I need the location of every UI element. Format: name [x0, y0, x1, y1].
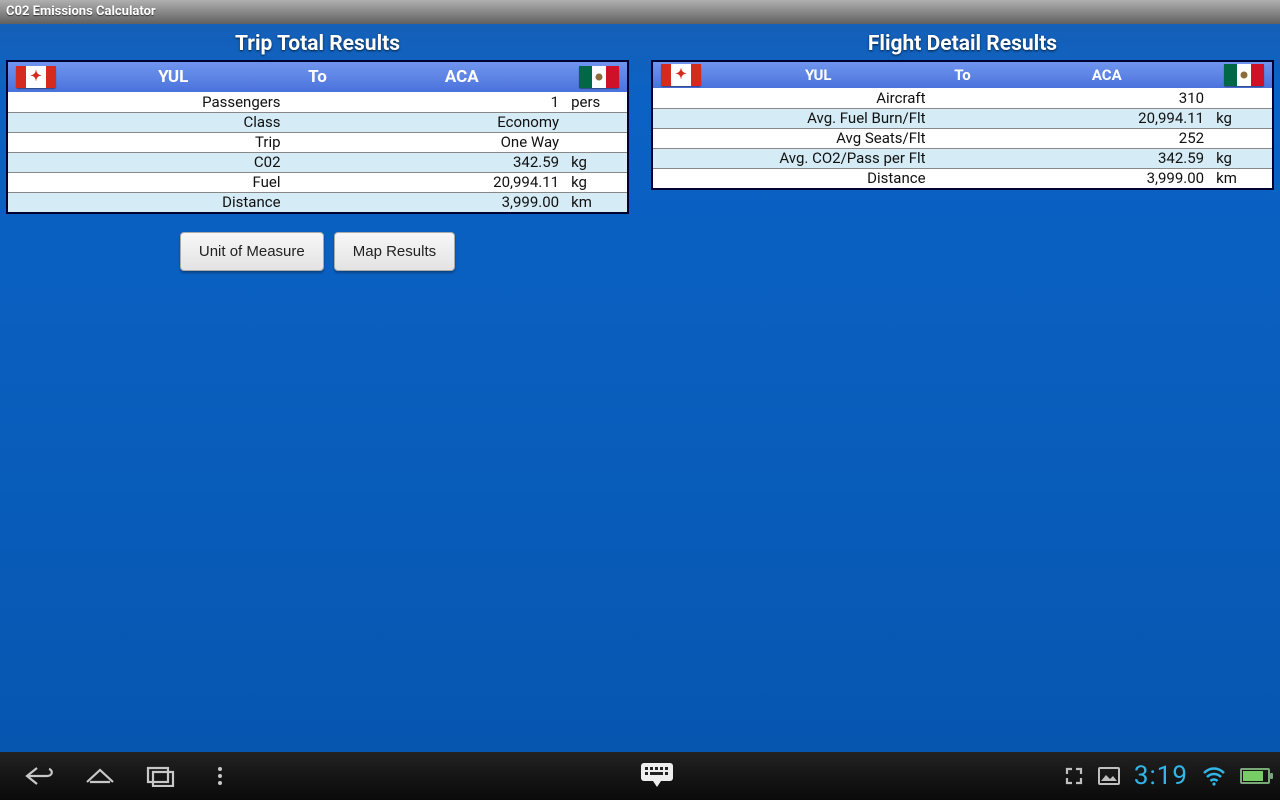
- row-unit: km: [1210, 168, 1272, 188]
- content-area: Trip Total Results ✦ YUL To ACA Passenge…: [0, 24, 1280, 752]
- dest-flag-icon: [571, 64, 627, 90]
- nav-recent-button[interactable]: [130, 752, 190, 800]
- trip-panel-title: Trip Total Results: [6, 28, 629, 60]
- table-row: Avg Seats/Flt252: [653, 128, 1272, 148]
- app-title: C02 Emissions Calculator: [6, 4, 156, 19]
- row-unit: pers: [565, 92, 627, 112]
- row-label: Distance: [8, 192, 287, 212]
- nav-home-button[interactable]: [70, 752, 130, 800]
- table-row: Aircraft310: [653, 88, 1272, 108]
- table-row: TripOne Way: [8, 132, 627, 152]
- table-row: C02342.59kg: [8, 152, 627, 172]
- status-tray[interactable]: 3:19: [1064, 761, 1270, 791]
- row-label: Avg. CO2/Pass per Flt: [653, 148, 932, 168]
- row-label: Avg Seats/Flt: [653, 128, 932, 148]
- home-icon: [83, 764, 117, 788]
- wifi-icon: [1202, 766, 1226, 786]
- row-label: Avg. Fuel Burn/Flt: [653, 108, 932, 128]
- row-label: C02: [8, 152, 287, 172]
- origin-flag-icon: ✦: [8, 64, 64, 90]
- table-row: Avg. CO2/Pass per Flt342.59kg: [653, 148, 1272, 168]
- trip-card: ✦ YUL To ACA Passengers1persClassEconomy…: [6, 60, 629, 214]
- row-value: 342.59: [287, 152, 566, 172]
- flight-route-header: ✦ YUL To ACA: [653, 62, 1272, 88]
- row-value: 310: [932, 88, 1211, 108]
- row-unit: [1210, 128, 1272, 148]
- origin-flag-icon: ✦: [653, 62, 709, 88]
- row-unit: kg: [565, 172, 627, 192]
- row-unit: kg: [1210, 148, 1272, 168]
- row-value: One Way: [287, 132, 566, 152]
- row-unit: [1210, 88, 1272, 108]
- recent-apps-icon: [145, 765, 175, 787]
- table-row: Distance3,999.00km: [653, 168, 1272, 188]
- row-value: Economy: [287, 112, 566, 132]
- table-row: Avg. Fuel Burn/Flt20,994.11kg: [653, 108, 1272, 128]
- to-label: To: [928, 66, 998, 84]
- origin-code: YUL: [64, 67, 283, 87]
- flight-table: Aircraft310Avg. Fuel Burn/Flt20,994.11kg…: [653, 88, 1272, 188]
- expand-icon: [1064, 766, 1084, 786]
- row-unit: kg: [1210, 108, 1272, 128]
- unit-of-measure-button[interactable]: Unit of Measure: [180, 232, 324, 271]
- row-value: 3,999.00: [287, 192, 566, 212]
- row-label: Aircraft: [653, 88, 932, 108]
- button-row: Unit of Measure Map Results: [6, 232, 629, 271]
- status-clock: 3:19: [1134, 761, 1188, 791]
- row-label: Class: [8, 112, 287, 132]
- app-titlebar: C02 Emissions Calculator: [0, 0, 1280, 24]
- flight-panel-title: Flight Detail Results: [651, 28, 1274, 60]
- row-label: Trip: [8, 132, 287, 152]
- row-value: 1: [287, 92, 566, 112]
- row-value: 20,994.11: [287, 172, 566, 192]
- row-unit: [565, 132, 627, 152]
- row-label: Passengers: [8, 92, 287, 112]
- table-row: Passengers1pers: [8, 92, 627, 112]
- android-navbar: 3:19: [0, 752, 1280, 800]
- row-value: 252: [932, 128, 1211, 148]
- trip-route-header: ✦ YUL To ACA: [8, 62, 627, 92]
- dest-code: ACA: [998, 66, 1217, 84]
- row-unit: km: [565, 192, 627, 212]
- to-label: To: [283, 67, 353, 87]
- flight-card: ✦ YUL To ACA Aircraft310Avg. Fuel Burn/F…: [651, 60, 1274, 190]
- dest-flag-icon: [1216, 62, 1272, 88]
- flight-panel: Flight Detail Results ✦ YUL To ACA Aircr…: [645, 24, 1280, 190]
- row-value: 342.59: [932, 148, 1211, 168]
- trip-table: Passengers1persClassEconomyTripOne WayC0…: [8, 92, 627, 212]
- row-value: 20,994.11: [932, 108, 1211, 128]
- nav-center: [250, 759, 1064, 793]
- menu-dots-icon: [213, 765, 227, 787]
- map-results-button[interactable]: Map Results: [334, 232, 455, 271]
- dest-code: ACA: [353, 67, 572, 87]
- picture-icon: [1098, 767, 1120, 785]
- nav-menu-button[interactable]: [190, 752, 250, 800]
- row-unit: [565, 112, 627, 132]
- row-label: Fuel: [8, 172, 287, 192]
- table-row: Fuel20,994.11kg: [8, 172, 627, 192]
- keyboard-icon[interactable]: [637, 759, 677, 793]
- battery-icon: [1240, 768, 1270, 784]
- row-unit: kg: [565, 152, 627, 172]
- back-icon: [23, 764, 57, 788]
- row-value: 3,999.00: [932, 168, 1211, 188]
- table-row: Distance3,999.00km: [8, 192, 627, 212]
- trip-panel: Trip Total Results ✦ YUL To ACA Passenge…: [0, 24, 635, 271]
- origin-code: YUL: [709, 66, 928, 84]
- row-label: Distance: [653, 168, 932, 188]
- table-row: ClassEconomy: [8, 112, 627, 132]
- nav-back-button[interactable]: [10, 752, 70, 800]
